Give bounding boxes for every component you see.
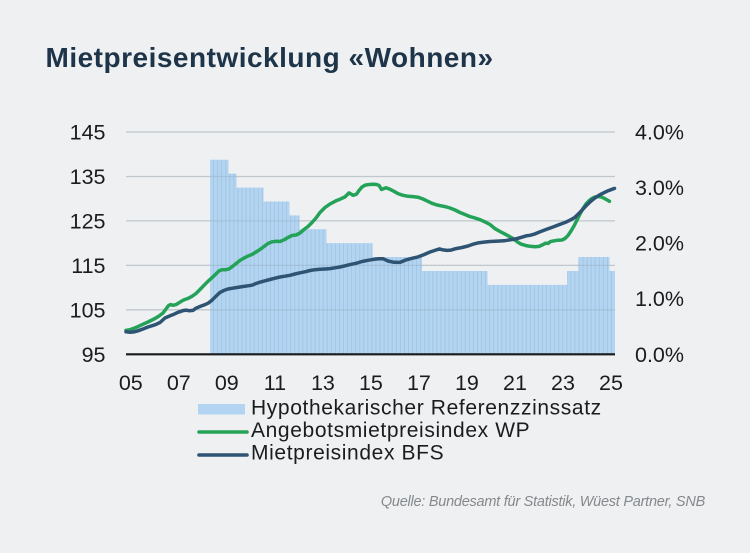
svg-text:17: 17 <box>407 371 431 395</box>
svg-text:23: 23 <box>551 371 575 395</box>
svg-text:Mietpreisentwicklung «Wohnen»: Mietpreisentwicklung «Wohnen» <box>46 42 494 73</box>
svg-text:95: 95 <box>82 343 106 367</box>
svg-text:21: 21 <box>503 371 527 395</box>
svg-text:125: 125 <box>70 209 106 233</box>
svg-text:4.0%: 4.0% <box>635 121 684 145</box>
svg-text:Quelle: Bundesamt für Statisti: Quelle: Bundesamt für Statistik, Wüest P… <box>381 494 706 510</box>
svg-text:3.0%: 3.0% <box>635 176 684 200</box>
svg-text:09: 09 <box>215 371 239 395</box>
svg-text:2.0%: 2.0% <box>635 232 684 256</box>
svg-text:11: 11 <box>264 371 286 395</box>
svg-text:135: 135 <box>70 165 106 189</box>
svg-text:145: 145 <box>70 121 106 145</box>
svg-text:25: 25 <box>599 371 623 395</box>
svg-text:13: 13 <box>311 371 335 395</box>
svg-text:19: 19 <box>455 371 479 395</box>
svg-text:Angebotsmietpreisindex WP: Angebotsmietpreisindex WP <box>251 419 530 442</box>
svg-text:0.0%: 0.0% <box>635 343 684 367</box>
svg-text:Mietpreisindex BFS: Mietpreisindex BFS <box>251 441 444 464</box>
svg-text:07: 07 <box>167 371 191 395</box>
svg-text:105: 105 <box>70 298 106 322</box>
svg-text:115: 115 <box>71 254 105 278</box>
svg-text:15: 15 <box>359 371 383 395</box>
svg-text:1.0%: 1.0% <box>635 287 684 311</box>
svg-text:Hypothekarischer Referenzzinss: Hypothekarischer Referenzzinssatz <box>251 397 602 420</box>
svg-text:05: 05 <box>119 371 143 395</box>
